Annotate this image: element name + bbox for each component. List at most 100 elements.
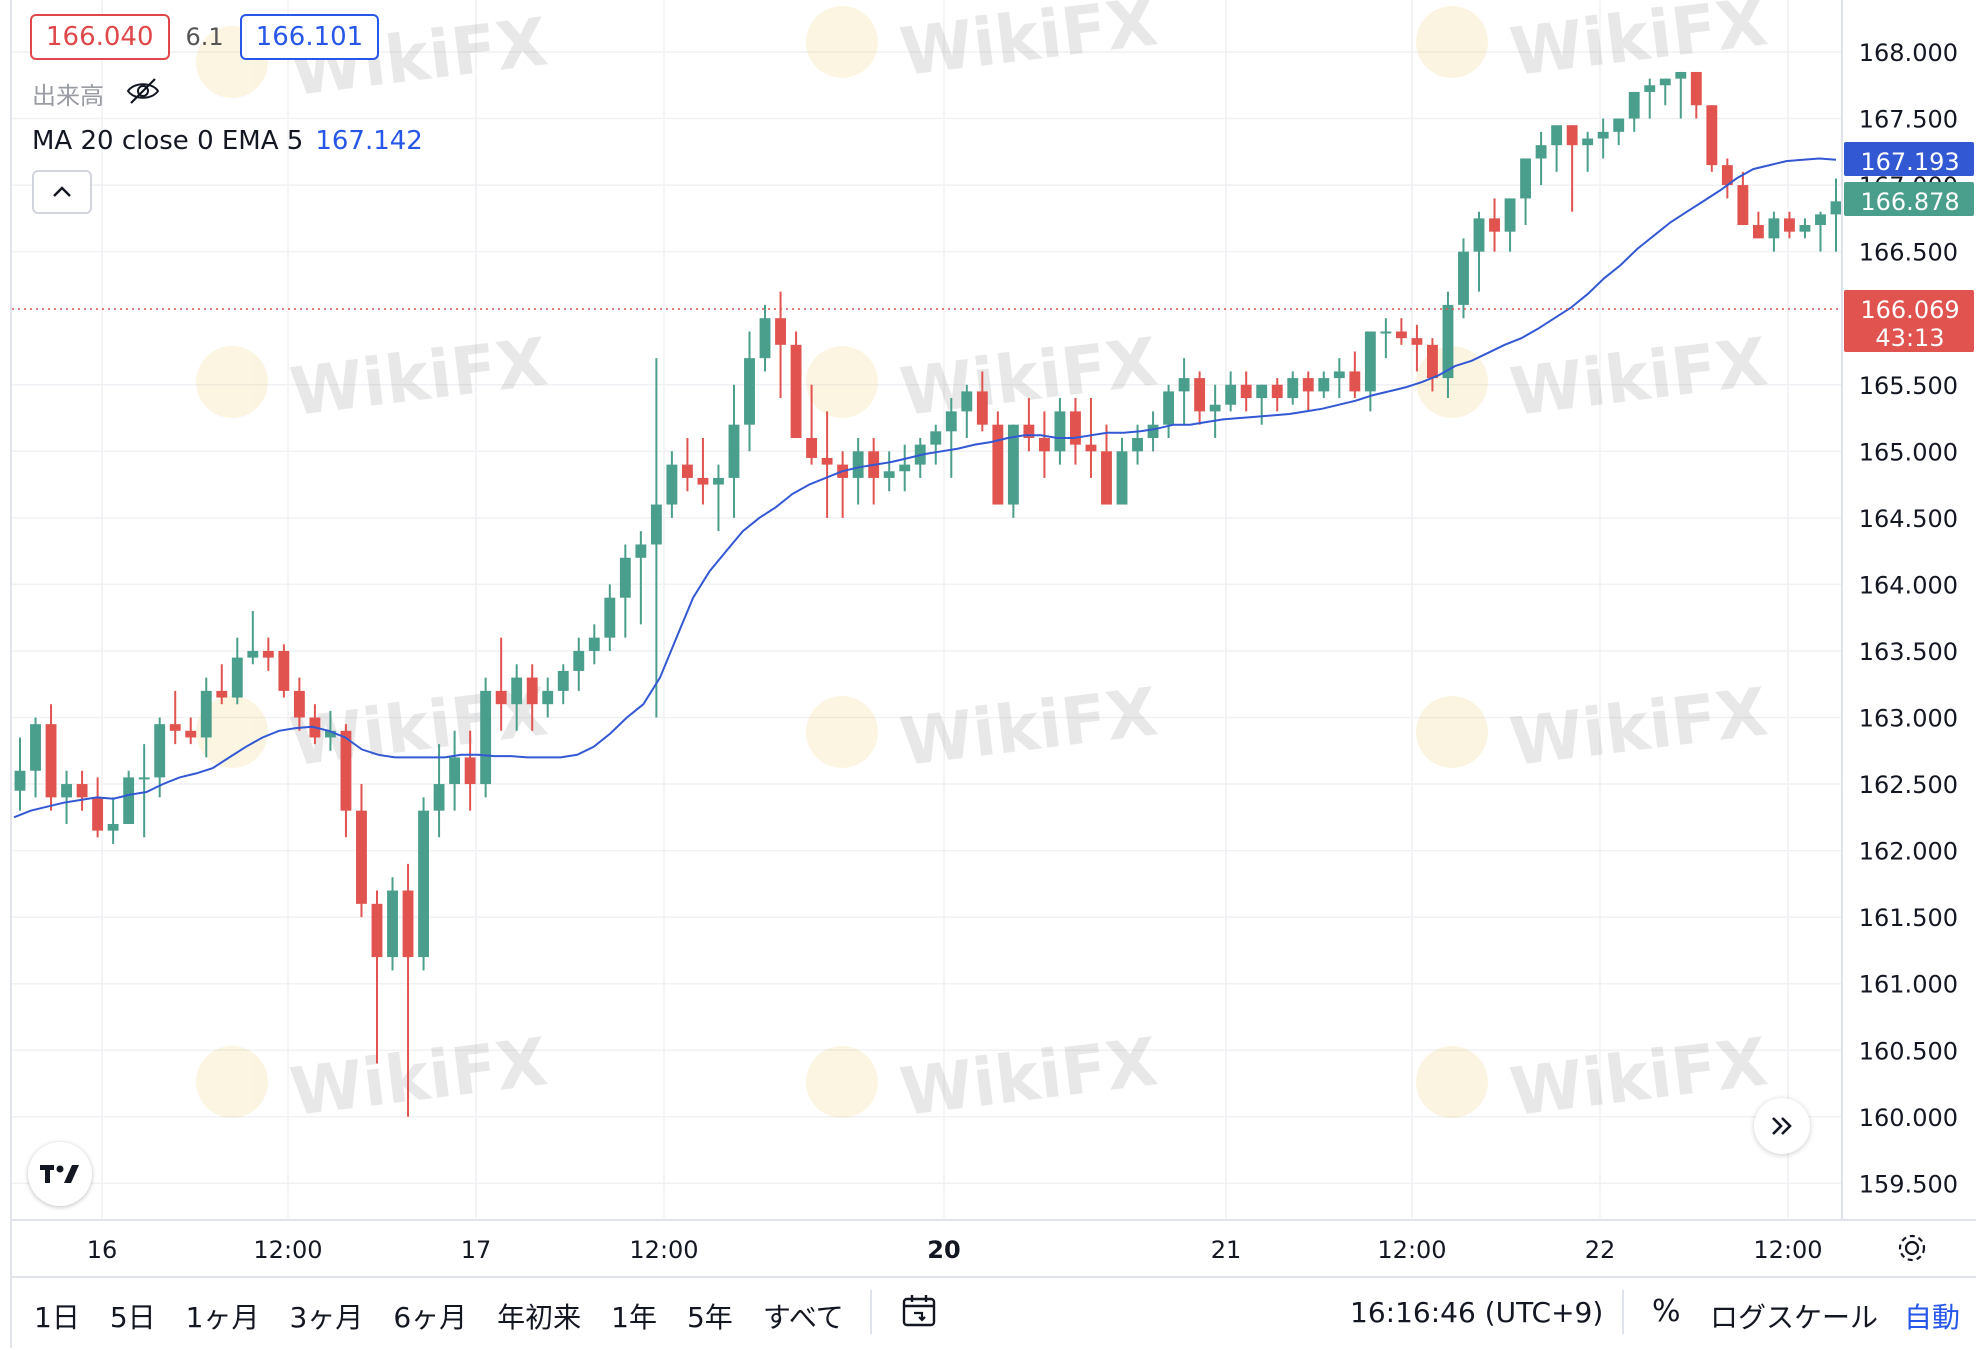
candle-body: [713, 477, 724, 485]
ma-label: MA 20 close 0 EMA 5: [32, 126, 304, 156]
ma-value: 167.142: [315, 126, 423, 156]
candle-body: [961, 391, 973, 412]
watermark-text: WikiFX: [286, 323, 551, 431]
sell-price-box[interactable]: 166.040: [30, 14, 170, 60]
watermark: WikiFX: [196, 1023, 551, 1131]
candle-body: [1427, 344, 1438, 379]
range-1d[interactable]: 1日: [34, 1301, 80, 1334]
candle-body: [526, 677, 538, 705]
candle-body: [992, 424, 1004, 505]
watermark-logo-icon: [806, 346, 878, 418]
scroll-to-realtime-button[interactable]: [1754, 1098, 1810, 1154]
gear-icon[interactable]: [1894, 1230, 1930, 1266]
range-all[interactable]: すべて: [762, 1301, 844, 1334]
watermark: WikiFX: [806, 0, 1161, 91]
candle-body: [76, 784, 88, 798]
candle-body: [216, 690, 228, 698]
candle-body: [1007, 424, 1019, 505]
candle-body: [728, 424, 740, 478]
toolbar-separator: [870, 1290, 872, 1334]
chevron-up-icon: [53, 186, 71, 197]
range-3m[interactable]: 3ヶ月: [289, 1301, 364, 1334]
candle-body: [1240, 384, 1252, 399]
eye-off-icon[interactable]: [126, 77, 160, 111]
range-5d[interactable]: 5日: [109, 1301, 156, 1334]
watermark-text: WikiFX: [1506, 323, 1771, 431]
candle-body: [619, 557, 631, 598]
goto-date-icon[interactable]: [900, 1292, 940, 1332]
watermark-logo-icon: [1416, 6, 1488, 78]
last-price-tag-bg: [1844, 182, 1974, 216]
x-tick-label: 20: [927, 1236, 960, 1264]
candle-body: [1116, 451, 1128, 505]
candle-body: [231, 657, 243, 698]
range-selector: 1日 5日 1ヶ月 3ヶ月 6ヶ月 年初来 1年 5年 すべて: [34, 1296, 874, 1336]
clock-timezone[interactable]: 16:16:46 (UTC+9): [1350, 1296, 1604, 1329]
y-tick-label: 162.000: [1859, 838, 1958, 866]
candle-body: [790, 344, 802, 438]
candle-body: [418, 810, 429, 958]
candle-body: [138, 777, 150, 780]
bottom-toolbar: [12, 1276, 1976, 1350]
watermark-logo-icon: [806, 6, 878, 78]
x-tick-label: 22: [1585, 1236, 1616, 1264]
y-tick-label: 164.500: [1859, 505, 1958, 533]
candle-body: [480, 690, 492, 785]
collapse-legend-button[interactable]: [32, 170, 92, 214]
candle-body: [1489, 218, 1500, 232]
candle-body: [1458, 251, 1469, 305]
candle-body: [14, 770, 26, 791]
candle-body: [1038, 437, 1050, 452]
candle-body: [1644, 85, 1656, 92]
candle-body: [1752, 225, 1764, 239]
range-1m[interactable]: 1ヶ月: [185, 1301, 260, 1334]
range-5y[interactable]: 5年: [686, 1301, 733, 1334]
watermark-logo-icon: [1416, 696, 1488, 768]
buy-price-box[interactable]: 166.101: [239, 14, 380, 60]
candle-body: [1101, 451, 1112, 505]
candle-body: [930, 431, 942, 445]
x-tick-label: 21: [1211, 1236, 1242, 1264]
range-6m[interactable]: 6ヶ月: [393, 1301, 468, 1334]
y-tick-label: 160.500: [1859, 1037, 1958, 1065]
candle-body: [1085, 444, 1097, 452]
candle-body: [92, 797, 104, 831]
candle-body: [1566, 125, 1578, 146]
candle-body: [1054, 411, 1066, 452]
candle-body: [1815, 214, 1826, 226]
range-1y[interactable]: 1年: [611, 1301, 657, 1334]
ma-legend[interactable]: MA 20 close 0 EMA 5 167.142: [32, 126, 423, 156]
candle-body: [650, 504, 662, 545]
candle-body: [1737, 185, 1749, 226]
x-tick-label: 12:00: [629, 1236, 698, 1264]
candle-body: [1302, 378, 1314, 392]
watermark-logo-icon: [806, 1046, 878, 1118]
auto-scale-toggle[interactable]: 自動: [1904, 1301, 1961, 1334]
tradingview-logo-icon[interactable]: [28, 1142, 92, 1206]
candle-body: [1318, 378, 1330, 392]
candle-body: [852, 451, 864, 478]
ma-price-tag-bg: [1844, 142, 1974, 176]
candle-body: [1721, 165, 1733, 186]
candle-body: [1613, 118, 1625, 132]
candle-body: [1209, 404, 1221, 412]
ma-line-group: [13, 157, 1837, 819]
y-tick-label: 165.000: [1859, 438, 1958, 466]
watermark: WikiFX: [1416, 0, 1771, 91]
range-ytd[interactable]: 年初来: [497, 1301, 582, 1334]
candle-body: [1768, 218, 1780, 239]
y-tick-label: 160.000: [1859, 1104, 1958, 1132]
y-tick-label: 163.000: [1859, 705, 1958, 733]
current-price-tag-bg: [1844, 290, 1974, 352]
candle-body: [61, 784, 72, 798]
candle-body: [681, 464, 693, 478]
candle-body: [169, 724, 181, 731]
watermark: WikiFX: [806, 673, 1161, 781]
current-price-tag-text: 43:13: [1875, 324, 1944, 352]
watermark-logo-icon: [196, 346, 268, 418]
percent-scale-toggle[interactable]: %: [1652, 1294, 1681, 1329]
watermark-logo-icon: [196, 1046, 268, 1118]
y-tick-label: 165.500: [1859, 372, 1958, 400]
log-scale-toggle[interactable]: ログスケール: [1710, 1301, 1879, 1334]
